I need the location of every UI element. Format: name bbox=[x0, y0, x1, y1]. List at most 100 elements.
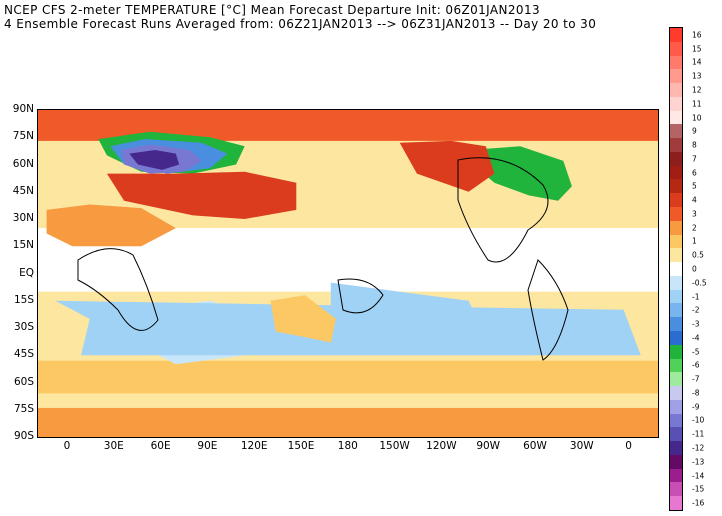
latitude-label: 30N bbox=[12, 212, 34, 224]
color-scale-label: -1 bbox=[692, 292, 700, 302]
color-scale-swatch bbox=[670, 330, 682, 346]
color-scale-label: 1 bbox=[692, 236, 697, 246]
longitude-label: 150W bbox=[379, 440, 410, 452]
color-scale-swatch bbox=[670, 234, 682, 249]
anomaly-field bbox=[38, 110, 658, 437]
australia-warm bbox=[270, 295, 336, 343]
latitude-label: 75S bbox=[13, 402, 34, 415]
longitude-label: 90W bbox=[476, 440, 501, 452]
coastline bbox=[457, 157, 549, 263]
color-scale-label: 13 bbox=[692, 71, 702, 81]
longitude-label: 30E bbox=[103, 440, 124, 452]
color-scale-label: -14 bbox=[692, 471, 705, 481]
color-scale-label: 0 bbox=[692, 264, 697, 274]
color-scale-label: 4 bbox=[692, 195, 697, 205]
color-scale-swatch bbox=[670, 289, 682, 304]
color-scale-swatch bbox=[670, 317, 682, 332]
color-scale-swatch bbox=[670, 344, 682, 359]
color-scale-swatch bbox=[670, 303, 682, 318]
north-africa-warm bbox=[46, 204, 176, 247]
color-scale-label: -12 bbox=[692, 443, 705, 453]
map-title-line-1: NCEP CFS 2-meter TEMPERATURE [°C] Mean F… bbox=[4, 3, 541, 17]
longitude-label: 180 bbox=[337, 440, 358, 452]
longitude-label: 0 bbox=[625, 440, 632, 452]
color-scale-swatch bbox=[670, 28, 682, 43]
longitude-label: 0 bbox=[63, 440, 71, 452]
longitude-label: 90E bbox=[197, 440, 218, 452]
color-scale-label: 11 bbox=[692, 99, 702, 109]
temperature-anomaly-map bbox=[37, 109, 659, 438]
color-scale-swatch bbox=[670, 413, 682, 428]
color-scale-label: -5 bbox=[692, 347, 700, 357]
latitude-label: 60S bbox=[13, 375, 34, 388]
color-scale-swatch bbox=[670, 165, 682, 180]
color-scale-label: -13 bbox=[692, 457, 705, 467]
latitude-label: 15N bbox=[12, 239, 34, 252]
color-scale-swatch bbox=[670, 482, 682, 497]
longitude-label: 30W bbox=[569, 440, 594, 452]
color-scale-label: -16 bbox=[692, 498, 705, 508]
color-scale-label: 14 bbox=[692, 57, 702, 67]
color-scale-label: -10 bbox=[692, 415, 705, 425]
color-scale-label: 3 bbox=[692, 209, 697, 219]
latitude-label: EQ bbox=[19, 266, 34, 279]
color-scale-label: -3 bbox=[692, 319, 700, 329]
color-scale-swatch bbox=[670, 220, 682, 236]
latitude-label: 15S bbox=[13, 293, 34, 306]
latitude-label: 75N bbox=[12, 130, 34, 143]
color-scale-swatch bbox=[670, 399, 682, 415]
color-scale-label: 7 bbox=[692, 154, 697, 164]
color-scale-label: 2 bbox=[692, 223, 697, 233]
color-scale-bar bbox=[669, 27, 683, 511]
longitude-label: 60E bbox=[150, 440, 171, 452]
latitude-label: 90N bbox=[12, 103, 34, 115]
latitude-label: 45N bbox=[12, 184, 34, 197]
color-scale-label: 15 bbox=[692, 44, 702, 54]
color-scale-swatch bbox=[670, 55, 682, 70]
color-scale-label: 6 bbox=[692, 168, 697, 178]
color-scale-label: -9 bbox=[692, 402, 700, 412]
color-scale-label: -15 bbox=[692, 484, 705, 494]
color-scale-swatch bbox=[670, 138, 682, 153]
color-scale-swatch bbox=[670, 275, 682, 291]
color-scale-label: -7 bbox=[692, 374, 700, 384]
color-scale-label: -11 bbox=[692, 429, 705, 439]
color-scale-label: 8 bbox=[692, 140, 697, 150]
color-scale-swatch bbox=[670, 96, 682, 112]
coastline bbox=[77, 248, 159, 331]
longitude-label: 60W bbox=[523, 440, 547, 452]
coastline bbox=[527, 259, 569, 361]
color-scale-label: 0.5 bbox=[692, 250, 704, 260]
color-scale-swatch bbox=[670, 454, 682, 470]
color-scale-label: 9 bbox=[692, 126, 697, 136]
latitude-label: 60N bbox=[12, 157, 34, 170]
color-scale-swatch bbox=[670, 151, 682, 167]
latitude-label: 30S bbox=[13, 321, 34, 333]
coastline bbox=[337, 278, 384, 314]
color-scale-swatch bbox=[670, 179, 682, 194]
map-title-line-2: 4 Ensemble Forecast Runs Averaged from: … bbox=[4, 17, 597, 31]
color-scale-swatch bbox=[670, 496, 682, 511]
longitude-label: 120W bbox=[426, 440, 457, 452]
color-scale-label: -6 bbox=[692, 360, 700, 370]
color-scale-swatch bbox=[670, 207, 682, 222]
color-scale-label: -8 bbox=[692, 388, 700, 398]
color-scale-label: -4 bbox=[692, 333, 700, 343]
longitude-label: 120E bbox=[240, 440, 268, 452]
color-scale-label: 16 bbox=[692, 30, 702, 40]
color-scale-swatch bbox=[670, 124, 682, 139]
color-scale-swatch bbox=[670, 441, 682, 456]
color-scale-label: 10 bbox=[692, 113, 702, 122]
color-scale-swatch bbox=[670, 248, 682, 263]
color-scale-label: -2 bbox=[692, 305, 700, 315]
color-scale-swatch bbox=[670, 386, 682, 401]
color-scale-swatch bbox=[670, 41, 682, 57]
longitude-label: 150E bbox=[287, 440, 315, 452]
antarctic-warm bbox=[38, 407, 658, 437]
latitude-label: 90S bbox=[13, 430, 34, 442]
color-scale-label: -0.5 bbox=[692, 278, 707, 288]
latitude-label: 45S bbox=[13, 348, 34, 361]
color-scale-swatch bbox=[670, 358, 682, 373]
color-scale-swatch bbox=[670, 83, 682, 98]
color-scale-label: 12 bbox=[692, 85, 702, 95]
